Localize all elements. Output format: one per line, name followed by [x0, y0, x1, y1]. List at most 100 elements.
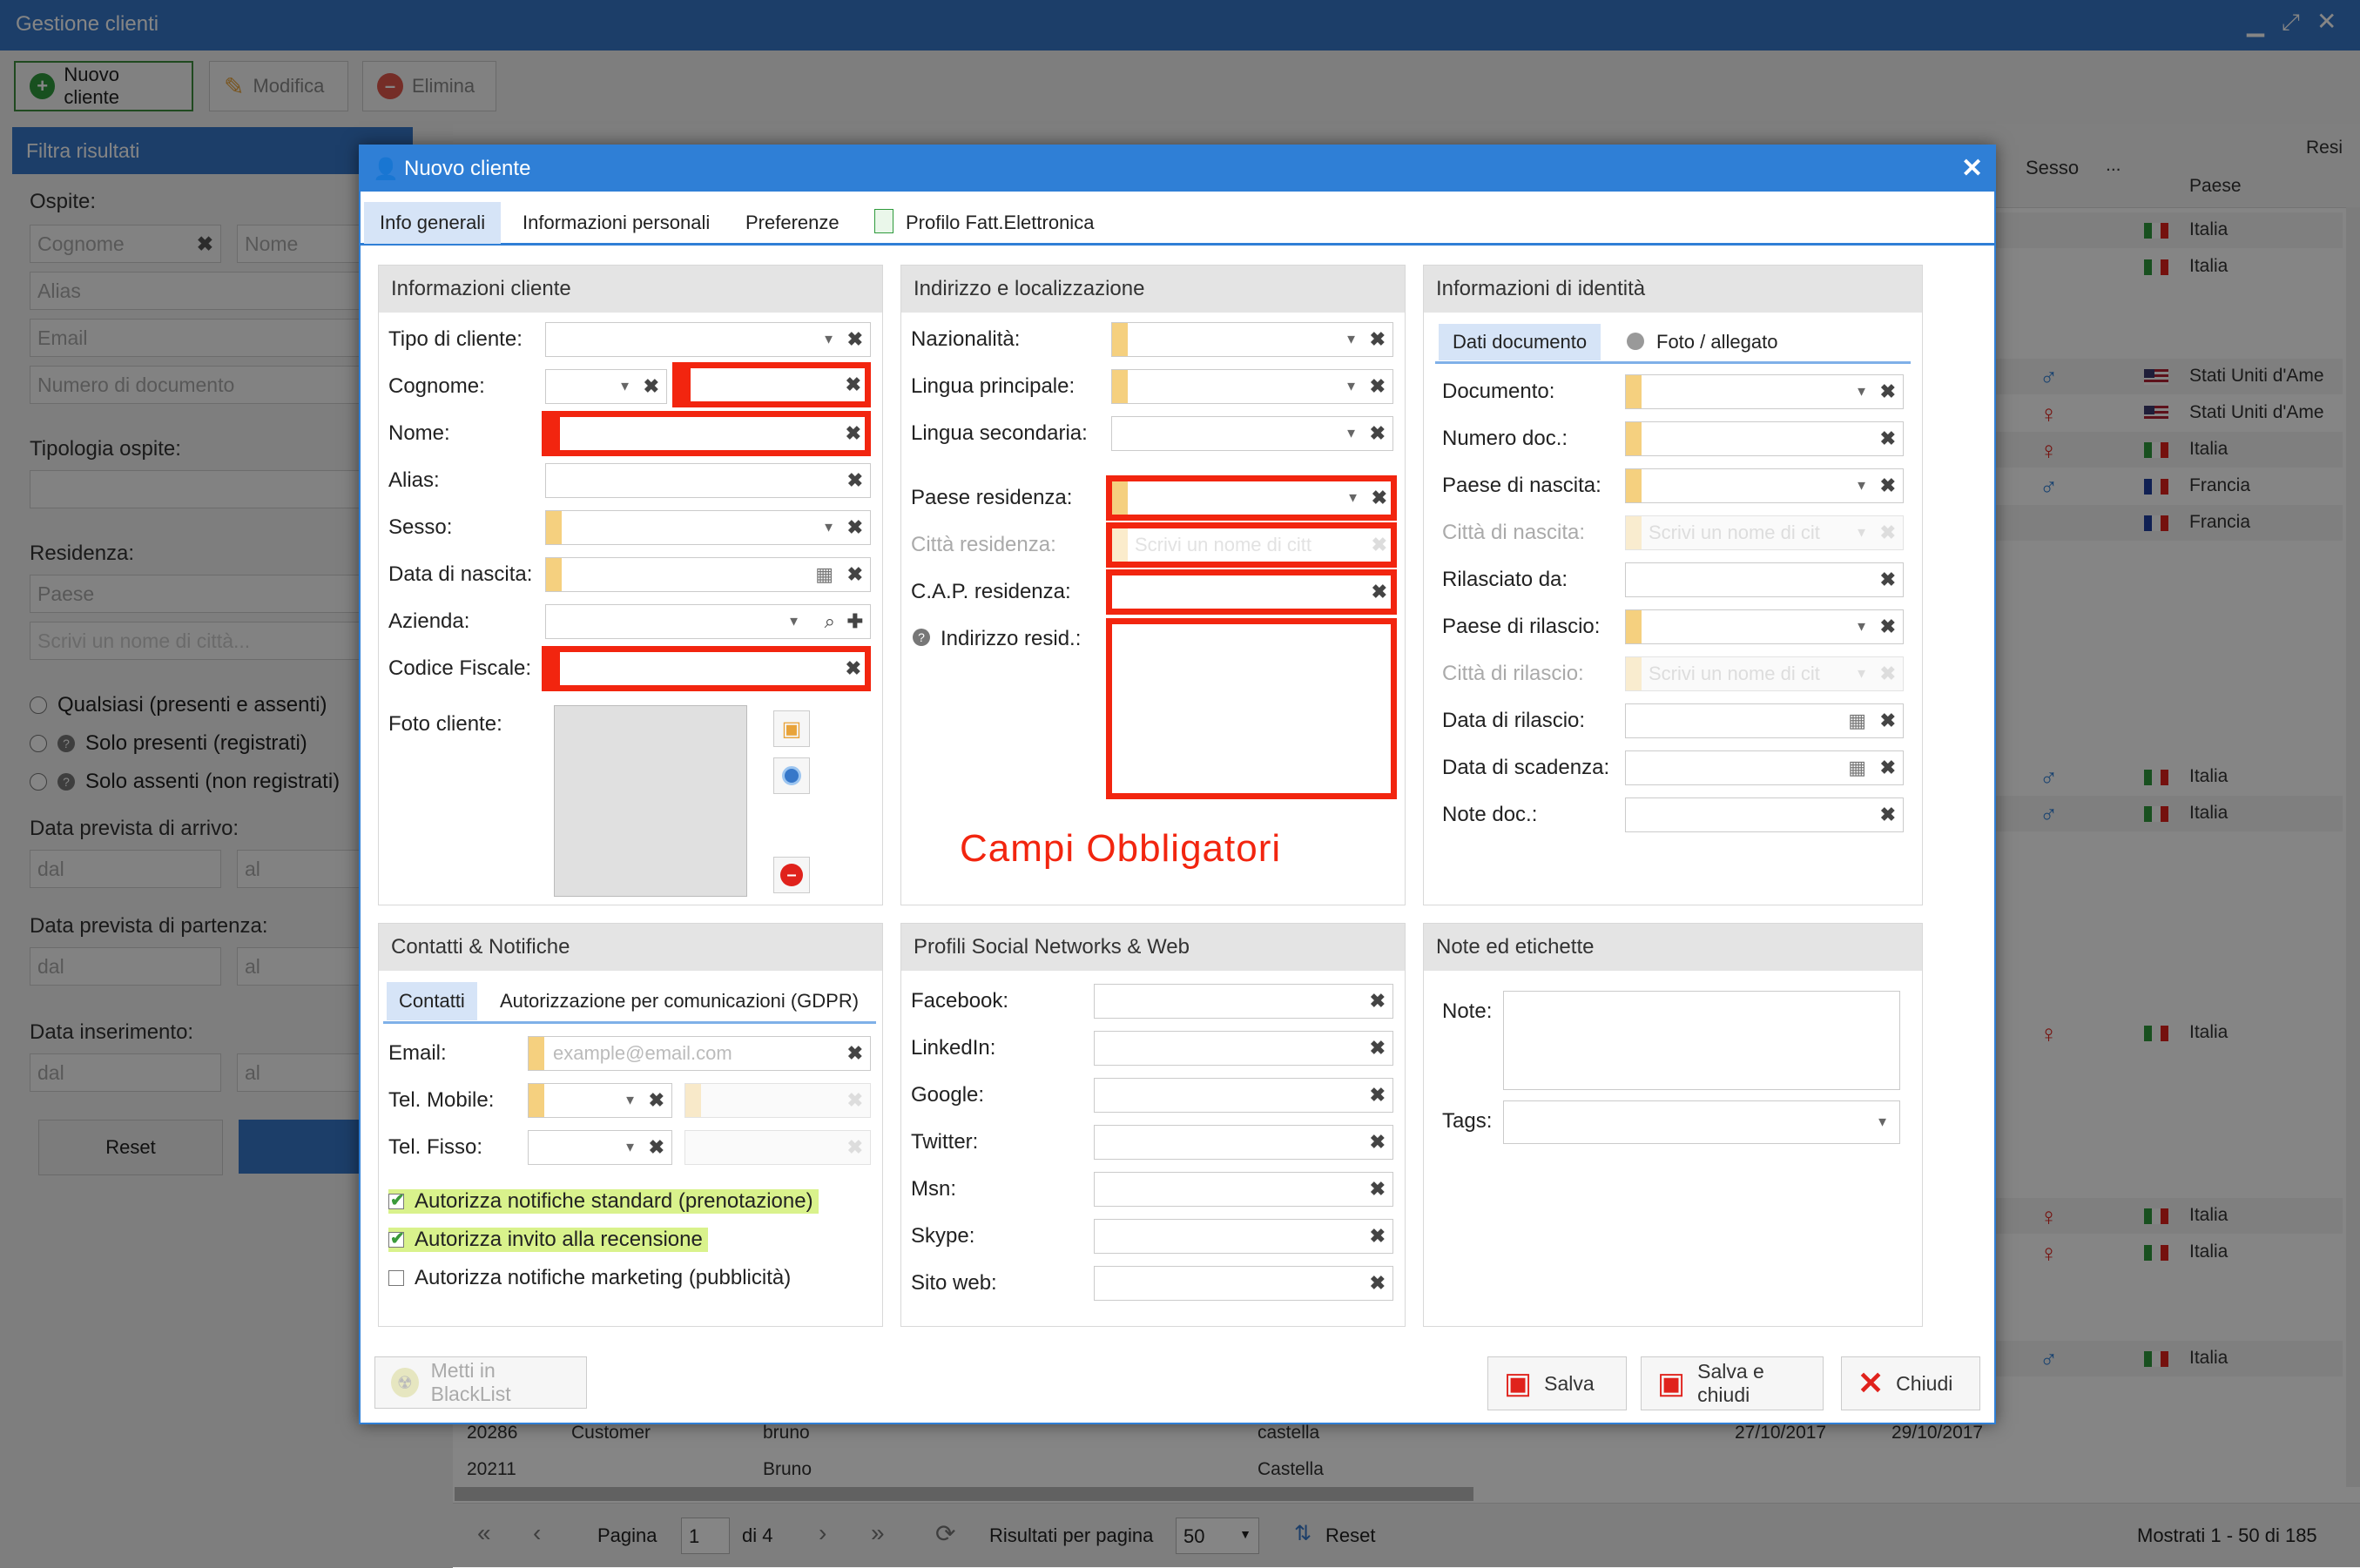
radio-all[interactable]: Qualsiasi (presenti e assenti)	[30, 693, 327, 717]
tab-contatti[interactable]: Contatti	[387, 982, 477, 1020]
birthdate-input[interactable]: ▦ ✖	[545, 557, 871, 592]
company-select[interactable]: ▼ ⌕ ✚	[545, 604, 871, 639]
mobile-prefix-select[interactable]: ▼ ✖	[528, 1083, 672, 1118]
clear-icon[interactable]: ✖	[196, 232, 213, 255]
next-page-icon[interactable]: ›	[819, 1519, 827, 1546]
upload-photo-button[interactable]: ▣	[773, 710, 810, 747]
mobile-number-input[interactable]: ✖	[684, 1083, 871, 1118]
birth-city-input[interactable]: Scrivi un nome di cit ▼ ✖	[1625, 515, 1904, 550]
vertical-scrollbar[interactable]	[2346, 207, 2360, 1487]
pager-reset[interactable]: Reset	[1325, 1524, 1376, 1546]
main-language-select[interactable]: ▼ ✖	[1111, 369, 1393, 404]
radio-present[interactable]: ? Solo presenti (registrati)	[30, 731, 307, 756]
clear-icon[interactable]: ✖	[1369, 1225, 1386, 1247]
col-paese[interactable]: Paese	[2189, 176, 2242, 196]
checkbox-marketing[interactable]: Autorizza notifiche marketing (pubblicit…	[388, 1266, 791, 1290]
email-input[interactable]: example@email.com ✖	[528, 1036, 871, 1071]
surname-input[interactable]: ✖	[672, 362, 871, 407]
second-language-select[interactable]: ▼ ✖	[1111, 416, 1393, 451]
clear-icon[interactable]: ✖	[1879, 616, 1896, 637]
filter-reset-button[interactable]: Reset	[38, 1120, 223, 1175]
phone-number-input[interactable]: ✖	[684, 1130, 871, 1165]
clear-icon[interactable]: ✖	[1369, 1178, 1386, 1200]
inserted-from-input[interactable]: dal	[30, 1053, 221, 1092]
search-icon[interactable]: ⌕	[824, 610, 835, 632]
tab-profilo-fatt[interactable]: Profilo Fatt.Elettronica	[906, 212, 1095, 233]
clear-icon[interactable]: ✖	[1879, 757, 1896, 778]
col-more[interactable]: ...	[2106, 155, 2121, 175]
clear-icon[interactable]: ✖	[846, 328, 863, 350]
client-photo-placeholder[interactable]	[554, 705, 747, 897]
save-close-button[interactable]: ▣ Salva e chiudi	[1641, 1356, 1824, 1410]
social-input[interactable]: ✖	[1094, 984, 1393, 1019]
tags-select[interactable]: ▼	[1503, 1100, 1900, 1144]
clear-icon[interactable]: ✖	[1879, 710, 1896, 731]
clear-icon[interactable]: ✖	[845, 657, 861, 679]
tax-code-input[interactable]: ✖	[542, 646, 871, 691]
gender-select[interactable]: ▼ ✖	[545, 510, 871, 545]
filter-surname-input[interactable]: Cognome ✖	[30, 225, 221, 263]
per-page-select[interactable]: 50 ▼	[1176, 1518, 1259, 1554]
clear-icon[interactable]: ✖	[1879, 804, 1896, 825]
sort-reset-icon[interactable]: ⇅	[1294, 1522, 1312, 1545]
address-textarea[interactable]	[1106, 618, 1397, 799]
tab-gdpr[interactable]: Autorizzazione per comunicazioni (GDPR)	[500, 990, 860, 1012]
document-number-input[interactable]: ✖	[1625, 421, 1904, 456]
expiry-date-input[interactable]: ▦ ✖	[1625, 750, 1904, 785]
clear-icon[interactable]: ✖	[846, 1089, 863, 1111]
clear-icon[interactable]: ✖	[1369, 1272, 1386, 1294]
issue-date-input[interactable]: ▦ ✖	[1625, 703, 1904, 738]
edit-button[interactable]: ✎ Modifica	[209, 61, 348, 111]
clear-icon[interactable]: ✖	[1369, 1037, 1386, 1059]
clear-icon[interactable]: ✖	[845, 422, 861, 444]
client-type-select[interactable]: ▼ ✖	[545, 322, 871, 357]
tab-info-generali[interactable]: Info generali	[364, 202, 502, 244]
residence-city-input[interactable]: Scrivi un nome di citt ✖	[1106, 522, 1397, 568]
name-input[interactable]: ✖	[542, 411, 871, 456]
clear-icon[interactable]: ✖	[846, 1136, 863, 1158]
clear-icon[interactable]: ✖	[1369, 328, 1386, 350]
calendar-icon[interactable]: ▦	[1848, 710, 1866, 731]
clear-icon[interactable]: ✖	[1369, 1131, 1386, 1153]
first-page-icon[interactable]: «	[477, 1519, 491, 1546]
maximize-icon[interactable]: ⤢	[2282, 9, 2300, 35]
title-select[interactable]: ▼ ✖	[545, 369, 667, 404]
postal-code-input[interactable]: ✖	[1106, 569, 1397, 615]
clear-icon[interactable]: ✖	[1371, 581, 1387, 602]
tab-preferenze[interactable]: Preferenze	[745, 212, 839, 233]
radio-absent[interactable]: ? Solo assenti (non registrati)	[30, 770, 340, 794]
horizontal-scrollbar[interactable]	[455, 1487, 1473, 1501]
clear-icon[interactable]: ✖	[643, 375, 659, 397]
calendar-icon[interactable]: ▦	[815, 563, 833, 585]
clear-icon[interactable]: ✖	[1879, 474, 1896, 496]
tab-informazioni-personali[interactable]: Informazioni personali	[523, 212, 711, 233]
clear-icon[interactable]: ✖	[648, 1089, 664, 1111]
document-notes-input[interactable]: ✖	[1625, 797, 1904, 832]
refresh-icon[interactable]: ⟳	[935, 1520, 956, 1547]
last-page-icon[interactable]: »	[871, 1519, 885, 1546]
col-resi[interactable]: Resi	[2306, 138, 2343, 158]
social-input[interactable]: ✖	[1094, 1219, 1393, 1254]
social-input[interactable]: ✖	[1094, 1266, 1393, 1301]
close-window-icon[interactable]: ✕	[2316, 8, 2337, 35]
alias-input[interactable]: ✖	[545, 463, 871, 498]
clear-icon[interactable]: ✖	[846, 563, 863, 585]
webcam-button[interactable]	[773, 757, 810, 794]
col-sesso[interactable]: Sesso	[2026, 157, 2080, 178]
social-input[interactable]: ✖	[1094, 1172, 1393, 1207]
departure-from-input[interactable]: dal	[30, 947, 221, 986]
clear-icon[interactable]: ✖	[845, 373, 861, 395]
clear-icon[interactable]: ✖	[1879, 663, 1896, 684]
social-input[interactable]: ✖	[1094, 1031, 1393, 1066]
clear-icon[interactable]: ✖	[1371, 487, 1387, 508]
clear-icon[interactable]: ✖	[1371, 534, 1387, 555]
social-input[interactable]: ✖	[1094, 1125, 1393, 1160]
tab-dati-documento[interactable]: Dati documento	[1439, 324, 1601, 360]
clear-icon[interactable]: ✖	[1369, 1084, 1386, 1106]
calendar-icon[interactable]: ▦	[1848, 757, 1866, 778]
clear-icon[interactable]: ✖	[1879, 569, 1896, 590]
arrival-from-input[interactable]: dal	[30, 850, 221, 888]
prev-page-icon[interactable]: ‹	[533, 1519, 542, 1546]
social-input[interactable]: ✖	[1094, 1078, 1393, 1113]
issued-by-input[interactable]: ✖	[1625, 562, 1904, 597]
